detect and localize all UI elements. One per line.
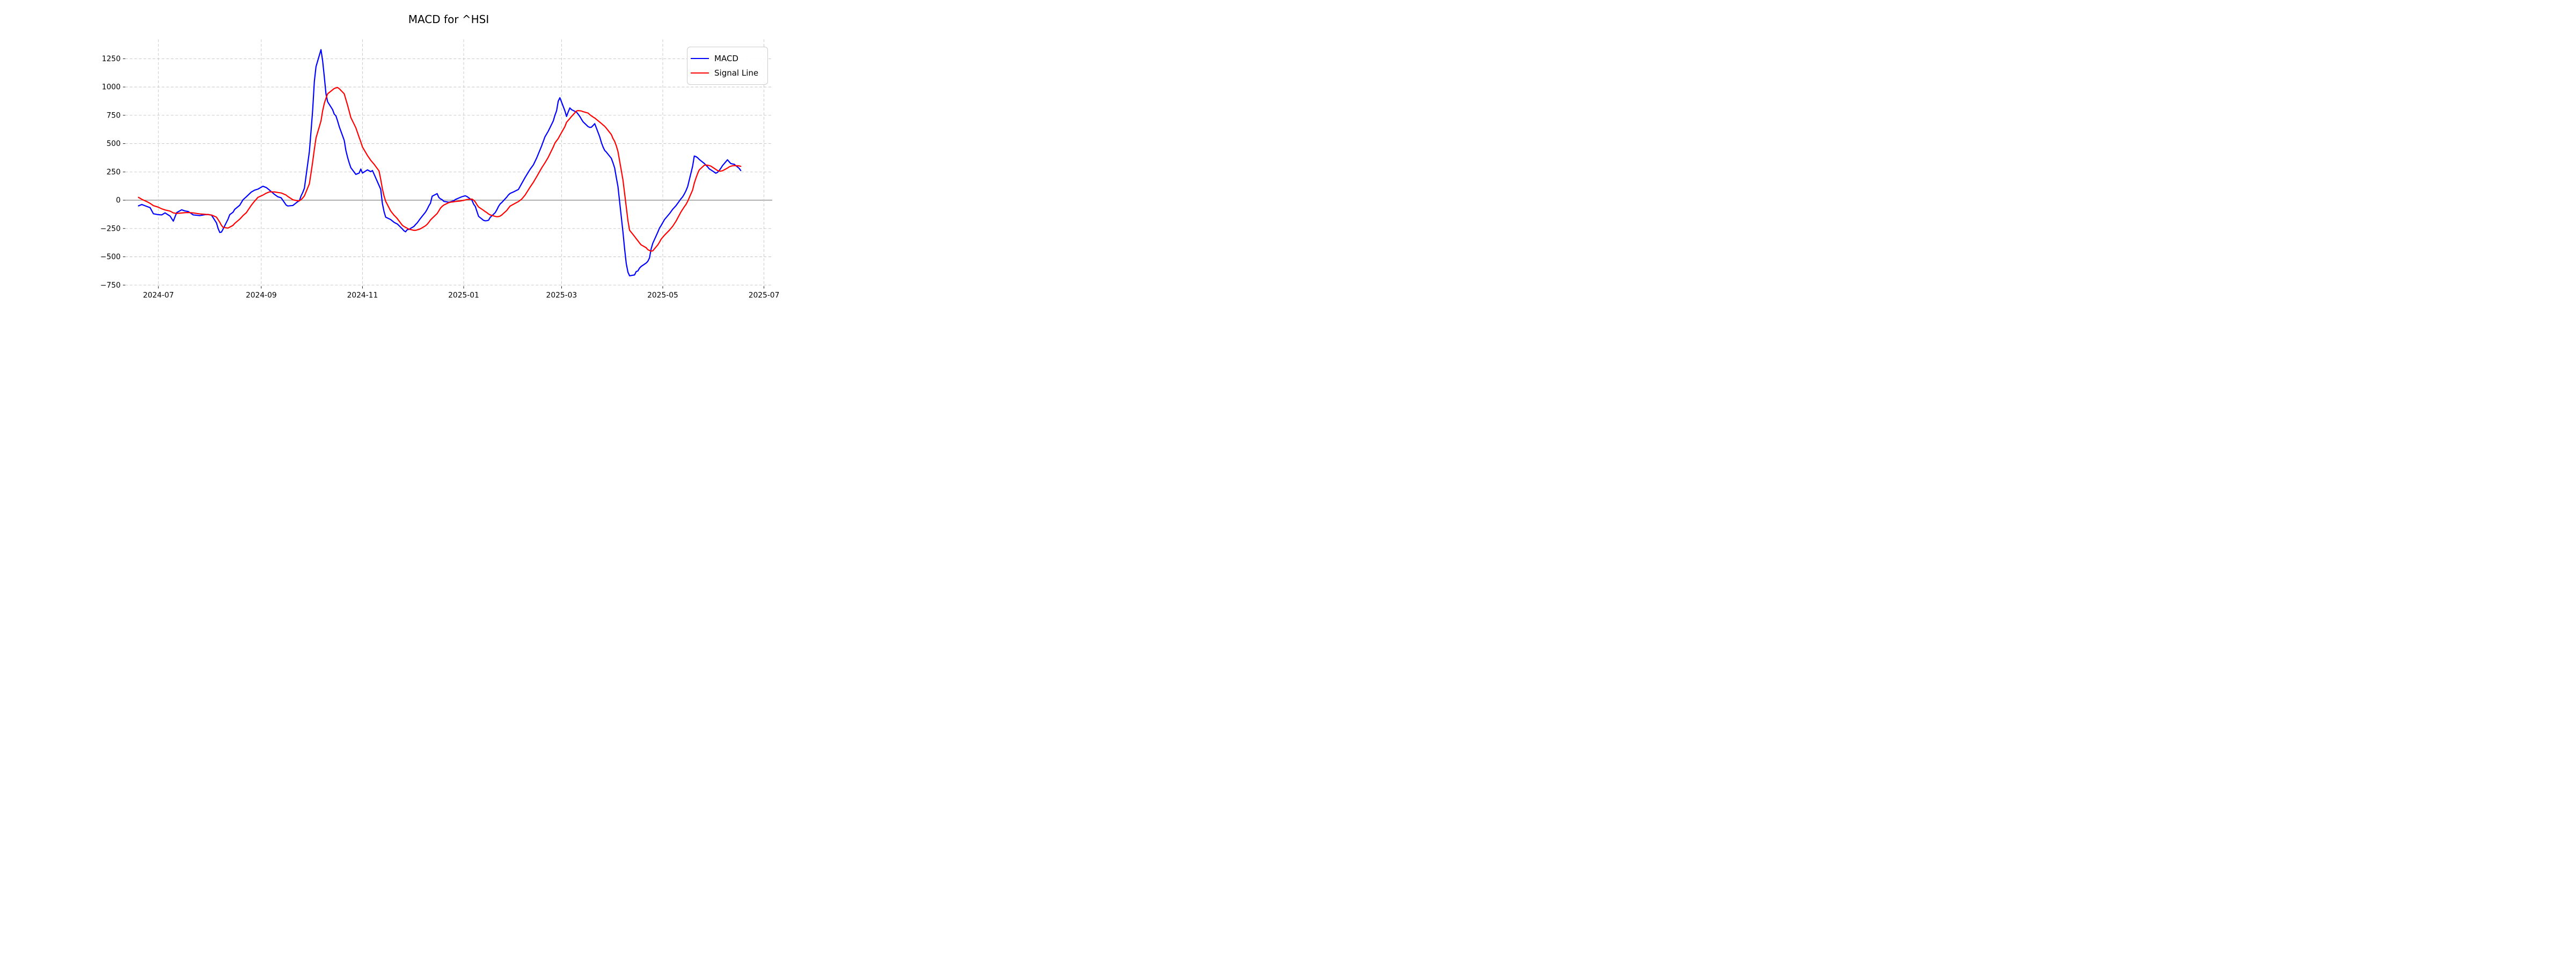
chart-canvas: 1250 1000 750 500 250 0 −250 −500 −750 2024-07 202… <box>100 39 780 299</box>
signal-line-swatch <box>691 72 709 74</box>
legend-item-signal: Signal Line <box>691 68 764 78</box>
macd-line-swatch <box>691 58 709 60</box>
x-tick-label: 2025-01 <box>448 291 479 299</box>
y-tick-label: 250 <box>106 168 120 177</box>
y-tick-label: −500 <box>100 253 121 261</box>
y-tick-label: 500 <box>106 140 120 148</box>
x-tick-label: 2024-11 <box>347 291 378 299</box>
y-tick-label: 1250 <box>102 55 121 63</box>
legend-label-signal: Signal Line <box>714 68 759 78</box>
x-tick-label: 2025-05 <box>647 291 678 299</box>
y-tick-label: 1000 <box>102 83 121 92</box>
x-tick-label: 2024-09 <box>246 291 277 299</box>
legend-box: MACD Signal Line <box>687 47 768 85</box>
y-tick-label: −750 <box>100 281 121 290</box>
y-tick-label: 750 <box>106 111 120 120</box>
x-tick-label: 2024-07 <box>143 291 174 299</box>
chart-title: MACD for ^HSI <box>408 13 489 26</box>
legend-item-macd: MACD <box>691 54 764 63</box>
y-tick-label: −250 <box>100 224 121 233</box>
macd-line <box>137 49 742 277</box>
x-tick-label: 2025-07 <box>749 291 780 299</box>
signal-line <box>137 86 742 252</box>
y-tick-label: 0 <box>116 196 121 205</box>
legend-label-macd: MACD <box>714 54 738 64</box>
macd-chart-figure: MACD for ^HSI 1250 1000 750 500 250 0 −250 −500… <box>0 0 859 322</box>
x-tick-label: 2025-03 <box>546 291 577 299</box>
